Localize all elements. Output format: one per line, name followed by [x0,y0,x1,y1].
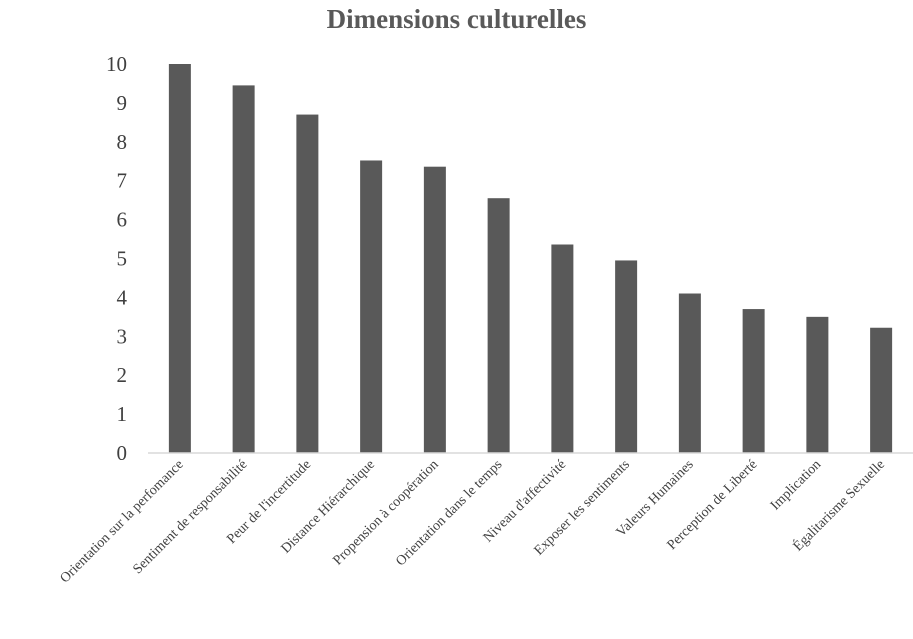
bar [678,293,701,453]
bar [742,309,765,453]
bar [615,260,638,453]
chart-title: Dimensions culturelles [326,4,587,34]
x-category-label: Orientation sur la perfomance [58,457,187,586]
y-tick-label: 6 [117,208,128,232]
y-tick-label: 4 [117,285,128,309]
y-tick-label: 0 [117,441,128,465]
bars [168,64,893,454]
y-tick-label: 5 [117,247,128,271]
bar [296,114,319,453]
x-category-label: Sentiment de responsabilité [130,457,250,577]
y-tick-label: 3 [117,324,128,348]
y-tick-label: 8 [117,130,128,154]
x-category-label: Propension à coopération [330,457,441,568]
y-tick-label: 10 [106,52,127,76]
bar [168,64,191,453]
bar [806,316,829,453]
x-category-label: Orientation dans le temps [393,457,505,569]
bar [487,198,510,453]
y-tick-label: 7 [117,169,128,193]
bar [870,327,893,453]
bar [551,244,574,453]
bar [360,160,383,454]
y-tick-label: 2 [117,363,128,387]
y-tick-label: 9 [117,91,128,115]
bar [232,85,255,454]
x-category-label: Implication [768,457,824,513]
y-tick-label: 1 [117,402,128,426]
y-axis-ticks: 0 1 2 3 4 5 6 7 8 9 10 [106,52,128,465]
bar [423,166,446,454]
